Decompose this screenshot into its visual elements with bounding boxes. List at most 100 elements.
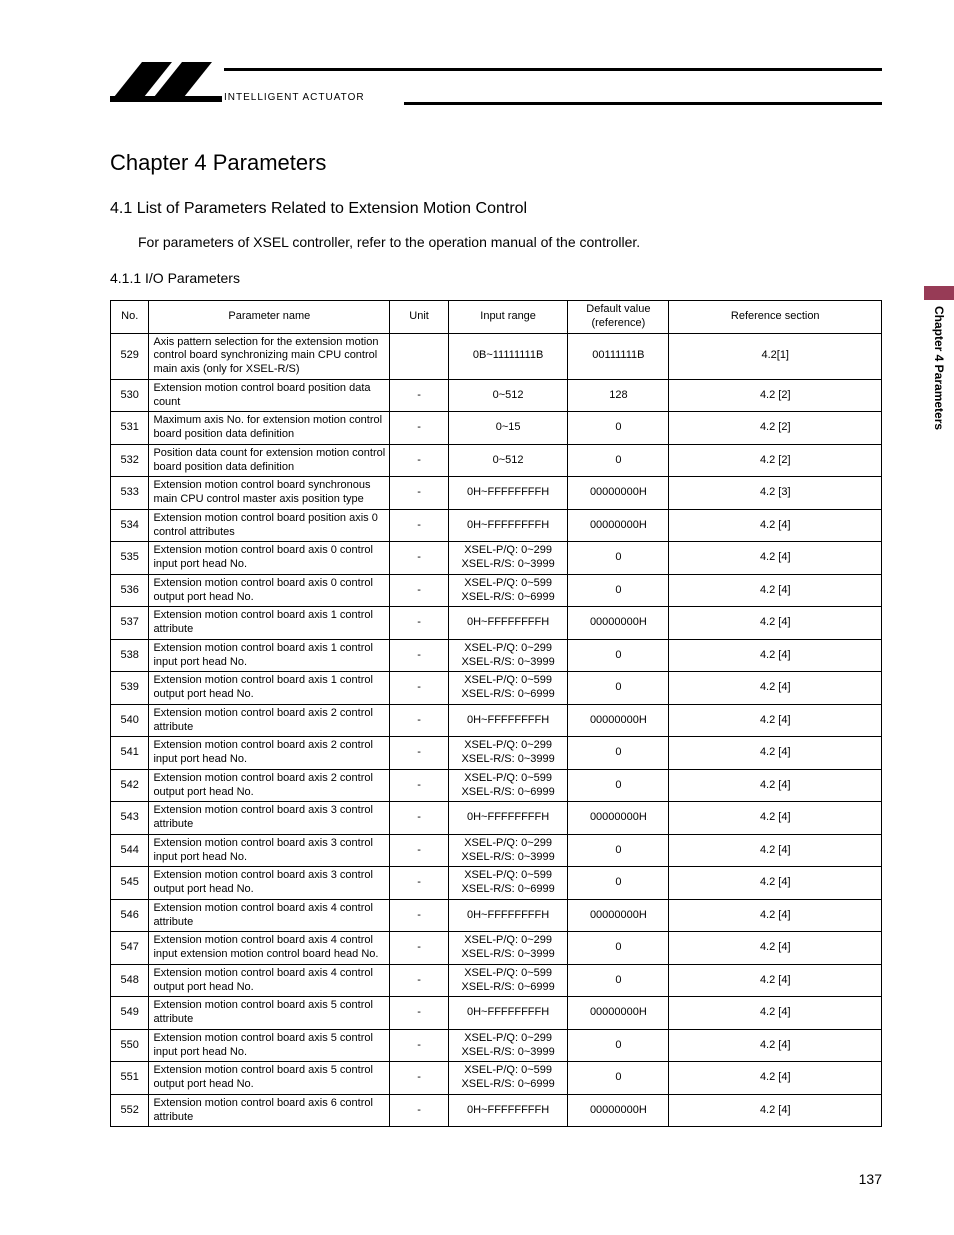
table-row: 535Extension motion control board axis 0… — [111, 542, 882, 575]
cell-unit: - — [390, 1062, 449, 1095]
cell-def: 0 — [568, 932, 669, 965]
cell-range: 0B~11111111B — [448, 333, 567, 379]
cell-ref: 4.2 [4] — [669, 607, 882, 640]
cell-no: 544 — [111, 834, 149, 867]
cell-no: 549 — [111, 997, 149, 1030]
cell-name: Axis pattern selection for the extension… — [149, 333, 390, 379]
section-body: For parameters of XSEL controller, refer… — [138, 234, 882, 250]
cell-ref: 4.2 [4] — [669, 574, 882, 607]
cell-range: 0H~FFFFFFFFH — [448, 802, 567, 835]
side-tab-label: Chapter 4 Parameters — [924, 300, 946, 430]
cell-unit: - — [390, 1094, 449, 1127]
table-row: 532Position data count for extension mot… — [111, 444, 882, 477]
cell-name: Maximum axis No. for extension motion co… — [149, 412, 390, 445]
cell-name: Extension motion control board axis 3 co… — [149, 867, 390, 900]
table-row: 538Extension motion control board axis 1… — [111, 639, 882, 672]
table-row: 550Extension motion control board axis 5… — [111, 1029, 882, 1062]
cell-def: 0 — [568, 964, 669, 997]
cell-no: 534 — [111, 509, 149, 542]
cell-name: Extension motion control board synchrono… — [149, 477, 390, 510]
cell-unit: - — [390, 444, 449, 477]
col-default: Default value (reference) — [568, 301, 669, 334]
cell-def: 00000000H — [568, 477, 669, 510]
cell-unit: - — [390, 964, 449, 997]
cell-range: 0~512 — [448, 444, 567, 477]
cell-range: 0H~FFFFFFFFH — [448, 477, 567, 510]
cell-no: 546 — [111, 899, 149, 932]
col-no: No. — [111, 301, 149, 334]
cell-def: 00000000H — [568, 899, 669, 932]
cell-unit: - — [390, 867, 449, 900]
cell-ref: 4.2 [4] — [669, 1062, 882, 1095]
cell-unit: - — [390, 769, 449, 802]
cell-name: Extension motion control board axis 4 co… — [149, 932, 390, 965]
cell-unit: - — [390, 899, 449, 932]
page-number: 137 — [859, 1171, 882, 1187]
cell-range: XSEL-P/Q: 0~299 XSEL-R/S: 0~3999 — [448, 542, 567, 575]
table-row: 552Extension motion control board axis 6… — [111, 1094, 882, 1127]
table-row: 537Extension motion control board axis 1… — [111, 607, 882, 640]
cell-name: Extension motion control board axis 1 co… — [149, 607, 390, 640]
cell-name: Extension motion control board position … — [149, 509, 390, 542]
cell-range: XSEL-P/Q: 0~599 XSEL-R/S: 0~6999 — [448, 1062, 567, 1095]
cell-unit: - — [390, 737, 449, 770]
cell-range: 0H~FFFFFFFFH — [448, 607, 567, 640]
cell-ref: 4.2 [3] — [669, 477, 882, 510]
cell-ref: 4.2 [4] — [669, 997, 882, 1030]
cell-name: Extension motion control board axis 4 co… — [149, 899, 390, 932]
page: INTELLIGENT ACTUATOR Chapter 4 Parameter… — [0, 0, 954, 1235]
cell-unit: - — [390, 574, 449, 607]
cell-no: 541 — [111, 737, 149, 770]
brand-text: INTELLIGENT ACTUATOR — [224, 92, 365, 103]
cell-no: 536 — [111, 574, 149, 607]
cell-def: 0 — [568, 542, 669, 575]
content: Chapter 4 Parameters 4.1 List of Paramet… — [110, 150, 882, 1127]
cell-def: 0 — [568, 737, 669, 770]
cell-ref: 4.2 [4] — [669, 704, 882, 737]
table-row: 551Extension motion control board axis 5… — [111, 1062, 882, 1095]
cell-unit: - — [390, 1029, 449, 1062]
cell-unit: - — [390, 639, 449, 672]
cell-ref: 4.2 [4] — [669, 964, 882, 997]
table-row: 546Extension motion control board axis 4… — [111, 899, 882, 932]
subsection-title: 4.1.1 I/O Parameters — [110, 270, 882, 286]
cell-ref: 4.2 [4] — [669, 542, 882, 575]
cell-name: Extension motion control board axis 4 co… — [149, 964, 390, 997]
cell-ref: 4.2 [4] — [669, 932, 882, 965]
cell-no: 545 — [111, 867, 149, 900]
cell-range: 0~15 — [448, 412, 567, 445]
table-row: 545Extension motion control board axis 3… — [111, 867, 882, 900]
table-row: 541Extension motion control board axis 2… — [111, 737, 882, 770]
cell-def: 00000000H — [568, 704, 669, 737]
cell-unit: - — [390, 932, 449, 965]
cell-name: Extension motion control board axis 6 co… — [149, 1094, 390, 1127]
cell-no: 547 — [111, 932, 149, 965]
side-tab: Chapter 4 Parameters — [924, 286, 954, 516]
cell-unit: - — [390, 834, 449, 867]
cell-name: Extension motion control board axis 0 co… — [149, 542, 390, 575]
cell-unit: - — [390, 412, 449, 445]
cell-no: 535 — [111, 542, 149, 575]
cell-name: Extension motion control board axis 5 co… — [149, 1062, 390, 1095]
cell-range: XSEL-P/Q: 0~599 XSEL-R/S: 0~6999 — [448, 574, 567, 607]
cell-no: 550 — [111, 1029, 149, 1062]
cell-def: 0 — [568, 672, 669, 705]
cell-ref: 4.2 [2] — [669, 444, 882, 477]
cell-def: 0 — [568, 769, 669, 802]
cell-ref: 4.2 [4] — [669, 509, 882, 542]
cell-ref: 4.2 [4] — [669, 639, 882, 672]
cell-range: XSEL-P/Q: 0~599 XSEL-R/S: 0~6999 — [448, 672, 567, 705]
cell-range: XSEL-P/Q: 0~599 XSEL-R/S: 0~6999 — [448, 964, 567, 997]
cell-unit: - — [390, 607, 449, 640]
parameters-table: No. Parameter name Unit Input range Defa… — [110, 300, 882, 1127]
col-name: Parameter name — [149, 301, 390, 334]
cell-ref: 4.2[1] — [669, 333, 882, 379]
table-row: 529Axis pattern selection for the extens… — [111, 333, 882, 379]
cell-ref: 4.2 [2] — [669, 412, 882, 445]
table-row: 548Extension motion control board axis 4… — [111, 964, 882, 997]
cell-no: 533 — [111, 477, 149, 510]
cell-ref: 4.2 [4] — [669, 867, 882, 900]
cell-range: XSEL-P/Q: 0~299 XSEL-R/S: 0~3999 — [448, 834, 567, 867]
cell-no: 548 — [111, 964, 149, 997]
table-row: 549Extension motion control board axis 5… — [111, 997, 882, 1030]
